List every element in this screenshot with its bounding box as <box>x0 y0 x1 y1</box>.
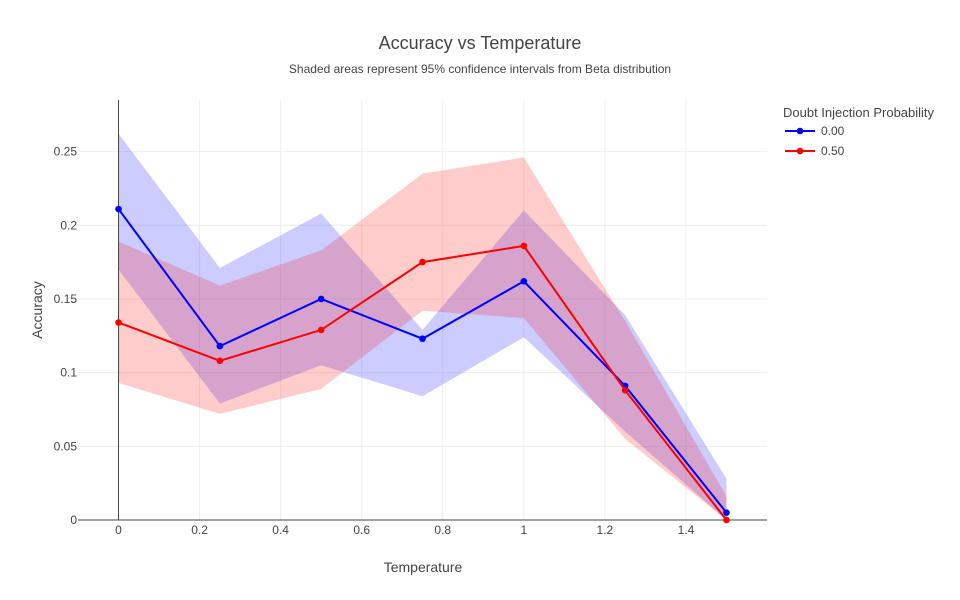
data-point[interactable] <box>216 342 224 350</box>
data-point[interactable] <box>723 509 730 516</box>
x-tick-label: 1.4 <box>678 523 695 537</box>
y-tick-label: 0.15 <box>54 292 78 306</box>
data-point[interactable] <box>520 277 528 285</box>
data-point[interactable] <box>115 319 122 326</box>
confidence-bands <box>118 133 727 521</box>
chart-subtitle: Shaded areas represent 95% confidence in… <box>288 62 672 76</box>
axes <box>78 100 767 521</box>
data-point[interactable] <box>317 326 325 334</box>
legend-label: 0.50 <box>821 144 845 158</box>
x-tick-label: 0 <box>115 523 122 537</box>
y-tick-label: 0.05 <box>54 439 78 453</box>
grid <box>78 100 767 520</box>
x-tick-label: 1 <box>520 523 527 537</box>
legend-title: Doubt Injection Probability <box>783 105 935 120</box>
chart-title: Accuracy vs Temperature <box>378 33 582 53</box>
legend-label: 0.00 <box>821 124 845 138</box>
legend-item-0[interactable]: 0.00 <box>785 124 845 138</box>
legend-swatch-marker <box>796 127 804 135</box>
x-tick-label: 0.6 <box>353 523 370 537</box>
data-point[interactable] <box>621 387 629 394</box>
x-tick-label: 0.2 <box>191 523 208 537</box>
x-axis-title: Temperature <box>384 559 463 575</box>
data-point[interactable] <box>115 205 122 213</box>
legend-swatch-marker <box>796 147 804 155</box>
data-point[interactable] <box>216 357 224 365</box>
x-tick-label: 0.8 <box>434 523 451 537</box>
tick-labels: 0 0.2 0.4 0.6 0.8 1 1.2 1.4 0 0.05 0.1 0.15 0.2 0.25 <box>54 145 695 537</box>
y-axis-title: Accuracy <box>29 281 45 339</box>
x-tick-label: 0.4 <box>272 523 289 537</box>
data-point[interactable] <box>419 258 426 266</box>
y-tick-label: 0.2 <box>60 218 77 232</box>
series-lines <box>115 205 730 524</box>
data-point[interactable] <box>419 335 426 343</box>
data-point[interactable] <box>520 242 528 250</box>
y-tick-label: 0.1 <box>60 366 77 380</box>
data-point[interactable] <box>723 516 730 524</box>
legend-item-1[interactable]: 0.50 <box>785 144 845 158</box>
confidence-band-0 <box>118 133 727 521</box>
x-tick-label: 1.2 <box>597 523 614 537</box>
y-tick-label: 0.25 <box>54 145 78 159</box>
confidence-band-1 <box>118 157 727 520</box>
data-point[interactable] <box>317 295 325 303</box>
y-tick-label: 0 <box>70 513 77 527</box>
legend[interactable]: Doubt Injection Probability 0.00 0.50 <box>783 105 935 158</box>
